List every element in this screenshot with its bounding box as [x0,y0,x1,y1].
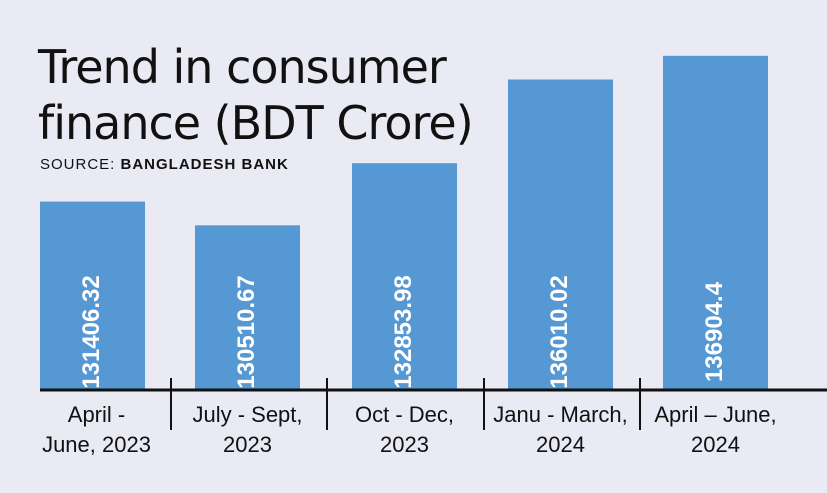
bar-value-label-0: 131406.32 [78,275,105,388]
category-label-4-line-1: 2024 [691,432,740,457]
bar-4 [663,55,768,391]
category-label-1-line-1: 2023 [223,432,272,457]
bar-2 [352,163,457,390]
chart-title-line-1: Trend in consumer [38,40,447,94]
category-label-0-line-0: April - [68,402,125,427]
bar-value-label-1: 130510.67 [233,275,260,388]
category-label-1-line-0: July - Sept, [192,402,302,427]
bar-value-label-3: 136010.02 [546,275,573,388]
category-label-2-line-1: 2023 [380,432,429,457]
bar-value-label-4: 136904.4 [701,281,728,382]
category-label-4-line-0: April – June, [654,402,776,427]
source-prefix: SOURCE: [40,156,121,173]
bar-1 [195,225,300,390]
source-line: SOURCE: BANGLADESH BANK [40,156,289,173]
bar-value-label-2: 132853.98 [390,275,417,388]
bar-0 [40,201,145,390]
category-label-2-line-0: Oct - Dec, [355,402,454,427]
category-label-0-line-1: June, 2023 [42,432,151,457]
bar-3 [508,79,613,390]
source-name: BANGLADESH BANK [120,156,289,173]
chart-title-line-2: finance (BDT Crore) [38,96,474,150]
category-label-3-line-0: Janu - March, [493,402,628,427]
category-label-3-line-1: 2024 [536,432,585,457]
